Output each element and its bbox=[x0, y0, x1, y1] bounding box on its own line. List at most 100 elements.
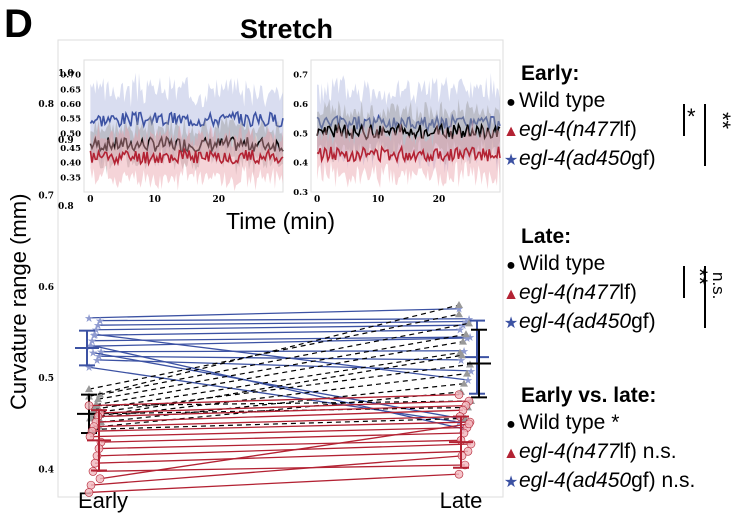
gf-pair-line bbox=[99, 318, 470, 322]
legend-ev-gf: ★egl-4(ad450gf) n.s. bbox=[503, 469, 696, 492]
inset-y-tick-label: 0.70 bbox=[60, 71, 81, 81]
lf-point bbox=[90, 458, 100, 468]
wt-point bbox=[462, 330, 470, 338]
legend-early-lf: ▲egl-4(n477lf) bbox=[503, 118, 637, 141]
inset-y-tick-label: 0.40 bbox=[60, 159, 81, 169]
lf-pair-line bbox=[93, 415, 461, 428]
y-tick-label: 0.7 bbox=[38, 191, 54, 201]
gf-point: ★ bbox=[84, 362, 94, 374]
gf-point: ★ bbox=[462, 333, 472, 345]
wt-pair-line bbox=[94, 406, 469, 415]
gf-point: ★ bbox=[91, 325, 101, 337]
inset-x-axis-label: Time (min) bbox=[226, 208, 336, 234]
lf-point bbox=[454, 469, 464, 479]
inset-extra-tick-label: 0.9 bbox=[58, 136, 74, 146]
inset-frame bbox=[83, 59, 284, 193]
wt-pair-line bbox=[100, 383, 465, 423]
wt-pair-line bbox=[93, 351, 461, 410]
lf-point bbox=[463, 446, 473, 456]
gf-pair-line bbox=[89, 337, 468, 347]
inset-y-tick-label: 0.3 bbox=[293, 188, 308, 198]
gf-point: ★ bbox=[463, 375, 473, 387]
wt-point bbox=[94, 395, 102, 403]
lf-pair-line bbox=[89, 426, 468, 438]
gf-point: ★ bbox=[86, 340, 96, 352]
wt-point bbox=[85, 385, 93, 393]
legend-early-header: Early: bbox=[521, 62, 580, 85]
inset-late-plot: 0 10 20 0.3 0.4 0.5 0.6 0.7 bbox=[293, 59, 501, 205]
lf-pair-line bbox=[88, 393, 460, 407]
lf-point bbox=[84, 401, 94, 410]
gf-pair-line bbox=[91, 336, 471, 342]
inset-x-tick-label: 20 bbox=[433, 195, 446, 205]
wt-point bbox=[455, 310, 463, 318]
legend-early: Early: ● Wild type ▲egl-4(n477lf) ★egl-4(… bbox=[503, 60, 656, 174]
inset-y-tick-label: 0.6 bbox=[293, 100, 308, 110]
inset-y-tick-label: 0.55 bbox=[60, 115, 81, 125]
gf-point: ★ bbox=[92, 355, 102, 367]
gf-point: ★ bbox=[95, 316, 105, 328]
wt-pair-line bbox=[91, 363, 471, 414]
lf-pair-line bbox=[98, 439, 462, 450]
gf-pair-line bbox=[90, 344, 463, 430]
gf-point: ★ bbox=[455, 325, 465, 337]
legend-late-lf: ▲egl-4(n477lf) bbox=[503, 281, 637, 304]
wt-inset-band bbox=[90, 114, 284, 176]
legend-late-wt: ● Wild type bbox=[506, 252, 606, 275]
gf-pair-line bbox=[93, 329, 461, 336]
sig-late-wt-lf: ** bbox=[687, 268, 712, 286]
gf-pair-line bbox=[88, 308, 460, 319]
legend-early-gf: ★egl-4(ad450gf) bbox=[503, 147, 656, 170]
gf-point: ★ bbox=[454, 417, 464, 429]
lf-pair-line bbox=[99, 423, 470, 480]
wt-point bbox=[465, 319, 473, 327]
gf-pair-line bbox=[97, 320, 467, 326]
inset-x-tick-label: 0 bbox=[87, 195, 93, 205]
gf-point: ★ bbox=[466, 366, 476, 378]
gf-pair-line bbox=[88, 366, 460, 423]
lf-point bbox=[95, 474, 105, 484]
lf-pair-line bbox=[94, 450, 469, 464]
gf-point: ★ bbox=[465, 332, 475, 344]
wt-inset-line bbox=[316, 121, 501, 141]
gf-point: ★ bbox=[89, 330, 99, 342]
lf-point bbox=[84, 488, 94, 497]
gf-point: ★ bbox=[461, 317, 471, 329]
inset-x-tick-label: 20 bbox=[213, 195, 226, 205]
lf-point bbox=[454, 390, 464, 399]
lf-pair-line bbox=[91, 421, 471, 432]
legend-late-header: Late: bbox=[521, 225, 572, 248]
inset-x-tick-label: 10 bbox=[148, 195, 161, 205]
y-tick-label: 0.4 bbox=[38, 466, 54, 476]
legend-ev-wt: ● Wild type * bbox=[506, 411, 620, 434]
wt-inset-line bbox=[89, 134, 284, 154]
legend-late-gf: ★egl-4(ad450gf) bbox=[503, 310, 656, 333]
inset-y-tick-label: 0.50 bbox=[60, 129, 81, 139]
gf-point: ★ bbox=[96, 347, 106, 359]
gf-point: ★ bbox=[454, 304, 464, 316]
sig-early-wt-lf: * bbox=[687, 104, 696, 129]
gf-inset-line bbox=[89, 110, 284, 129]
inset-y-tick-label: 0.7 bbox=[293, 71, 308, 81]
wt-pair-line bbox=[95, 341, 464, 406]
lf-pair-line bbox=[88, 473, 460, 494]
lf-inset-line bbox=[316, 144, 501, 165]
y-tick-label: 0.8 bbox=[38, 100, 54, 110]
x-tick-label: Late bbox=[440, 488, 483, 513]
y-tick-label: 0.6 bbox=[38, 283, 54, 293]
inset-early-plot: 0 10 20 0.35 0.40 0.45 0.50 0.55 0.60 0.65 0.701.0… bbox=[58, 59, 284, 212]
wt-point bbox=[459, 337, 467, 345]
lf-pair-line bbox=[96, 443, 472, 457]
lf-pair-line bbox=[97, 404, 467, 418]
gf-inset-line bbox=[316, 113, 501, 133]
inset-y-tick-label: 0.5 bbox=[293, 129, 308, 139]
lf-pair-line bbox=[99, 400, 470, 414]
gf-pair-line bbox=[95, 324, 464, 331]
inset-extra-tick-label: 0.8 bbox=[58, 202, 74, 212]
wt-point bbox=[463, 369, 471, 377]
legend-late: Late: ● Wild type ▲egl-4(n477lf) ★egl-4(a… bbox=[503, 223, 656, 337]
gf-point: ★ bbox=[88, 348, 98, 360]
lf-pair-line bbox=[95, 409, 464, 423]
gf-point: ★ bbox=[93, 320, 103, 332]
